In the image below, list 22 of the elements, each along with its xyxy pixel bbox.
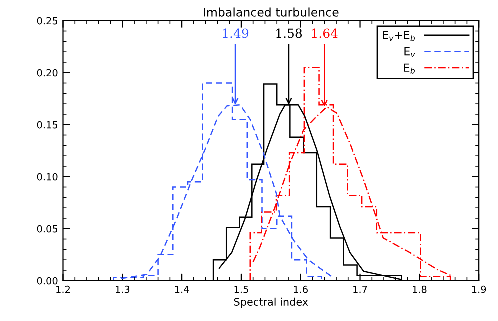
y-tick-label: 0.25	[37, 17, 58, 25]
x-tick-label: 1.9	[472, 286, 486, 294]
x-tick-label: 1.7	[354, 286, 368, 294]
annotation: 1.64	[312, 28, 338, 38]
y-tick-label: 0.15	[37, 121, 58, 129]
x-axis-title: Spectral index	[234, 298, 308, 308]
legend-label: E$_{v}$+E$_{b}$	[383, 31, 415, 42]
y-tick-label: 0.05	[37, 225, 58, 233]
y-tick-label: 0.10	[37, 173, 58, 181]
x-tick-label: 1.3	[116, 286, 130, 294]
legend-label: E$_{v}$	[404, 48, 416, 58]
annotation: 1.49	[223, 28, 249, 38]
x-tick-label: 1.8	[413, 286, 427, 294]
annotation: 1.58	[276, 28, 302, 38]
x-tick-label: 1.4	[175, 286, 190, 294]
y-tick-label: 0.00	[37, 277, 58, 285]
x-tick-label: 1.5	[234, 286, 248, 294]
y-tick-label: 0.20	[37, 69, 58, 77]
legend-label: E$_{b}$	[404, 64, 415, 74]
x-tick-label: 1.2	[56, 286, 70, 294]
chart-title: Imbalanced turbulence	[204, 8, 339, 17]
x-tick-label: 1.6	[294, 286, 308, 294]
